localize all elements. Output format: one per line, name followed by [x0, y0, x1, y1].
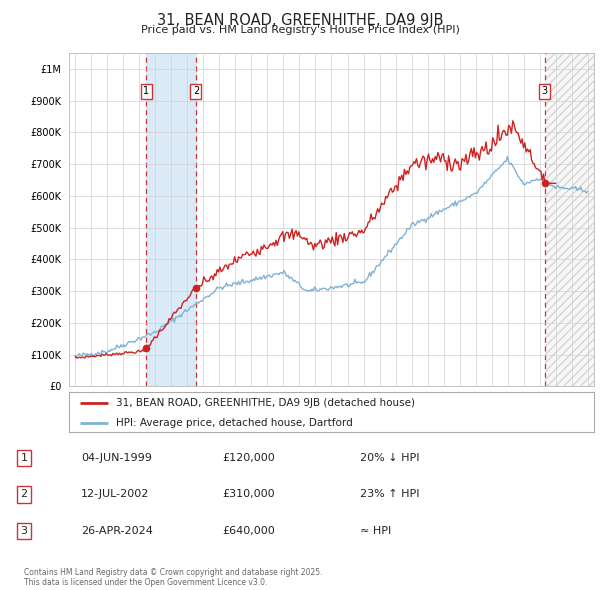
Text: 2: 2 — [193, 86, 199, 96]
Text: 1: 1 — [20, 453, 28, 463]
Text: 3: 3 — [20, 526, 28, 536]
Text: 23% ↑ HPI: 23% ↑ HPI — [360, 490, 419, 499]
Bar — [146, 53, 196, 386]
Text: 04-JUN-1999: 04-JUN-1999 — [81, 453, 152, 463]
Bar — [545, 53, 594, 386]
Text: £120,000: £120,000 — [222, 453, 275, 463]
Text: 2: 2 — [20, 490, 28, 499]
Text: 31, BEAN ROAD, GREENHITHE, DA9 9JB: 31, BEAN ROAD, GREENHITHE, DA9 9JB — [157, 13, 443, 28]
Text: Contains HM Land Registry data © Crown copyright and database right 2025.
This d: Contains HM Land Registry data © Crown c… — [24, 568, 323, 587]
Text: 31, BEAN ROAD, GREENHITHE, DA9 9JB (detached house): 31, BEAN ROAD, GREENHITHE, DA9 9JB (deta… — [116, 398, 415, 408]
Text: ≈ HPI: ≈ HPI — [360, 526, 391, 536]
Text: 20% ↓ HPI: 20% ↓ HPI — [360, 453, 419, 463]
Text: 12-JUL-2002: 12-JUL-2002 — [81, 490, 149, 499]
Text: £310,000: £310,000 — [222, 490, 275, 499]
Text: 3: 3 — [542, 86, 548, 96]
Text: HPI: Average price, detached house, Dartford: HPI: Average price, detached house, Dart… — [116, 418, 353, 428]
Text: Price paid vs. HM Land Registry's House Price Index (HPI): Price paid vs. HM Land Registry's House … — [140, 25, 460, 35]
Bar — [545, 53, 594, 386]
Text: 26-APR-2024: 26-APR-2024 — [81, 526, 153, 536]
Text: £640,000: £640,000 — [222, 526, 275, 536]
Text: 1: 1 — [143, 86, 149, 96]
